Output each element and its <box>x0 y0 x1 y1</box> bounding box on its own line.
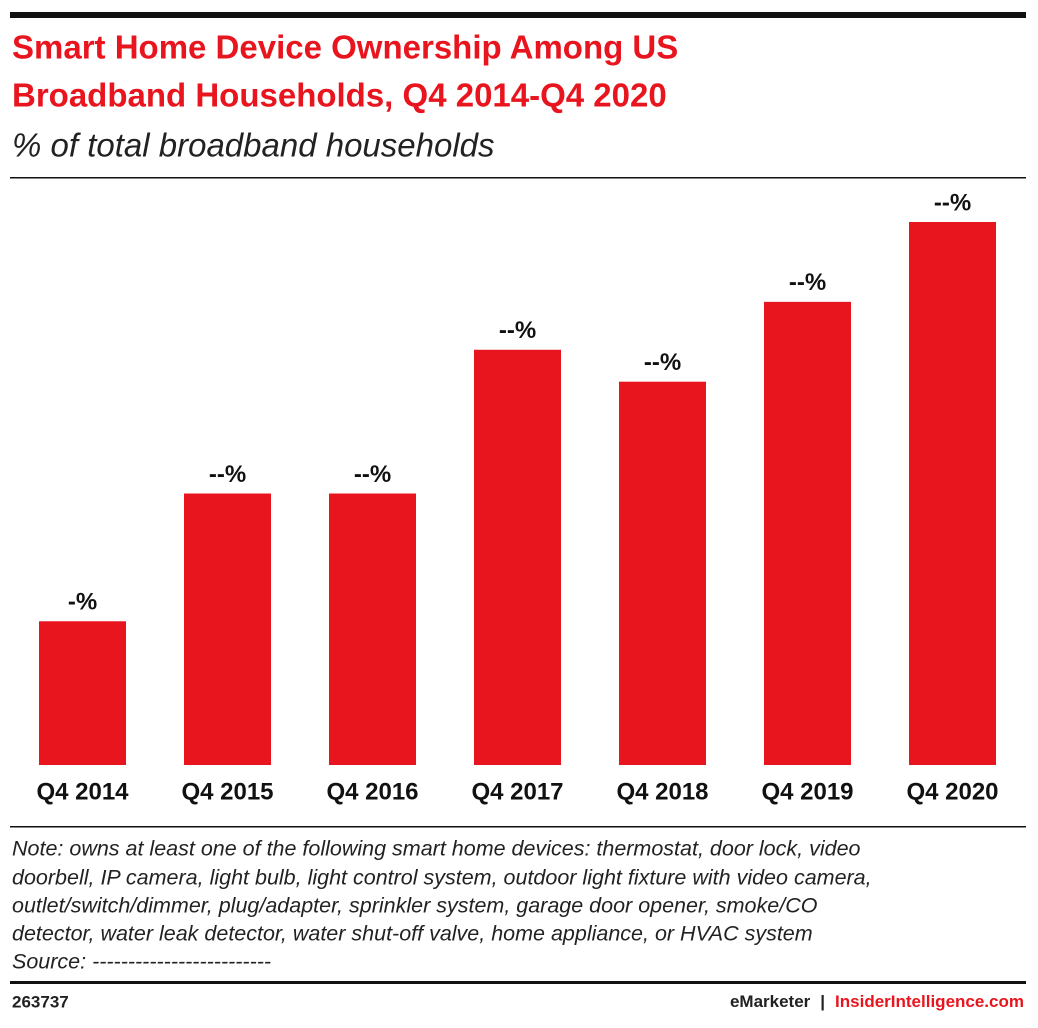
value-label: -% <box>68 589 97 616</box>
rule <box>10 177 1026 179</box>
bar <box>184 493 271 765</box>
note: outlet/switch/dimmer, plug/adapter, spri… <box>12 894 818 918</box>
bar <box>474 349 561 765</box>
note: doorbell, IP camera, light bulb, light c… <box>12 866 872 890</box>
site: InsiderIntelligence.com <box>835 992 1024 1011</box>
chart-subtitle: % of total broadband households <box>12 127 495 164</box>
value-label: --% <box>354 461 391 488</box>
x-tick-label: Q4 2016 <box>326 778 418 805</box>
value-label: --% <box>934 189 971 216</box>
rule <box>10 981 1026 984</box>
chart-title: Smart Home Device Ownership Among US <box>12 29 678 66</box>
x-tick-label: Q4 2018 <box>616 778 708 805</box>
chart-title: Broadband Households, Q4 2014-Q4 2020 <box>12 77 667 114</box>
credit: eMarketer | InsiderIntelligence.com <box>730 992 1024 1011</box>
x-tick-label: Q4 2017 <box>471 778 563 805</box>
note: Note: owns at least one of the following… <box>12 837 861 861</box>
bar <box>329 493 416 765</box>
x-tick-label: Q4 2014 <box>36 778 129 805</box>
bar <box>39 621 126 765</box>
note: detector, water leak detector, water shu… <box>12 922 813 946</box>
x-tick-label: Q4 2020 <box>906 778 998 805</box>
bar <box>764 301 851 765</box>
value-label: --% <box>644 349 681 376</box>
x-tick-label: Q4 2015 <box>181 778 273 805</box>
top-rule <box>10 12 1026 18</box>
bar <box>909 222 996 765</box>
x-tick-label: Q4 2019 <box>761 778 853 805</box>
value-label: --% <box>789 269 826 296</box>
value-label: --% <box>209 461 246 488</box>
chart-id: 263737 <box>12 992 69 1011</box>
value-label: --% <box>499 317 536 344</box>
source: Source: ------------------------- <box>12 950 271 974</box>
separator: | <box>820 992 825 1011</box>
bar <box>619 381 706 765</box>
brand: eMarketer <box>730 992 811 1011</box>
rule <box>10 826 1026 828</box>
